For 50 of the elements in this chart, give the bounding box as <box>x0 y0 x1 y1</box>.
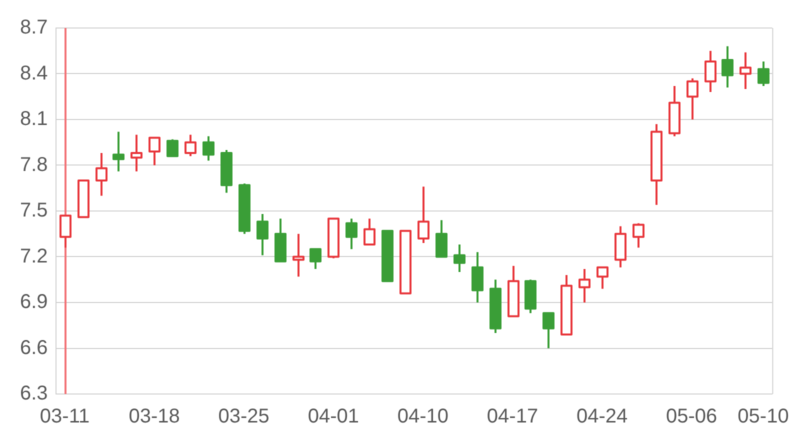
candlestick <box>596 266 608 290</box>
x-tick-label: 03-11 <box>40 406 90 428</box>
candlestick <box>96 152 108 197</box>
candlestick <box>632 222 644 249</box>
candlestick <box>686 77 698 120</box>
candlestick <box>274 218 286 262</box>
candlestick <box>220 149 232 194</box>
candlestick <box>148 136 160 166</box>
y-tick-label: 6.6 <box>20 336 48 359</box>
y-tick-label: 8.1 <box>20 108 48 130</box>
y-tick-label: 7.5 <box>20 200 48 222</box>
candlestick <box>560 274 572 336</box>
x-tick-label: 03-25 <box>218 406 270 428</box>
y-tick-label: 6.9 <box>20 291 48 314</box>
candlestick <box>704 50 716 94</box>
candlestick <box>740 51 752 90</box>
candlestick <box>60 214 72 249</box>
candlestick <box>364 218 376 246</box>
y-tick-label: 6.3 <box>20 382 48 405</box>
candlestick <box>454 244 466 273</box>
candlestick <box>542 312 554 350</box>
x-tick-label: 05-06 <box>666 406 718 428</box>
x-tick-label: 04-10 <box>397 406 449 428</box>
candlestick <box>650 123 662 206</box>
candlestick <box>614 225 626 268</box>
candlestick <box>508 264 520 318</box>
candlestick <box>292 232 304 278</box>
candlestick <box>472 251 484 304</box>
candlestick <box>346 218 358 250</box>
y-tick-label: 7.2 <box>20 245 48 268</box>
candlestick <box>436 219 448 258</box>
candlestick <box>256 213 268 256</box>
y-tick-label: 7.8 <box>20 154 48 176</box>
candlestick <box>202 135 214 162</box>
candlestick <box>668 84 680 138</box>
candlestick <box>578 268 590 304</box>
x-tick-label: 04-17 <box>486 406 538 428</box>
x-tick-label: 04-01 <box>308 406 359 428</box>
y-tick-label: 8.7 <box>20 16 48 39</box>
candlestick <box>758 60 770 87</box>
y-tick-label: 8.4 <box>20 62 48 84</box>
x-tick-label: 03-18 <box>128 406 180 428</box>
candlestick <box>722 45 734 88</box>
candlestick <box>418 186 430 244</box>
candlestick <box>130 134 142 172</box>
x-tick-label: 05-10 <box>738 406 789 428</box>
candlestick <box>490 278 502 334</box>
x-tick-label: 04-24 <box>576 406 628 428</box>
candlestick <box>112 130 124 172</box>
candlestick <box>184 134 196 158</box>
